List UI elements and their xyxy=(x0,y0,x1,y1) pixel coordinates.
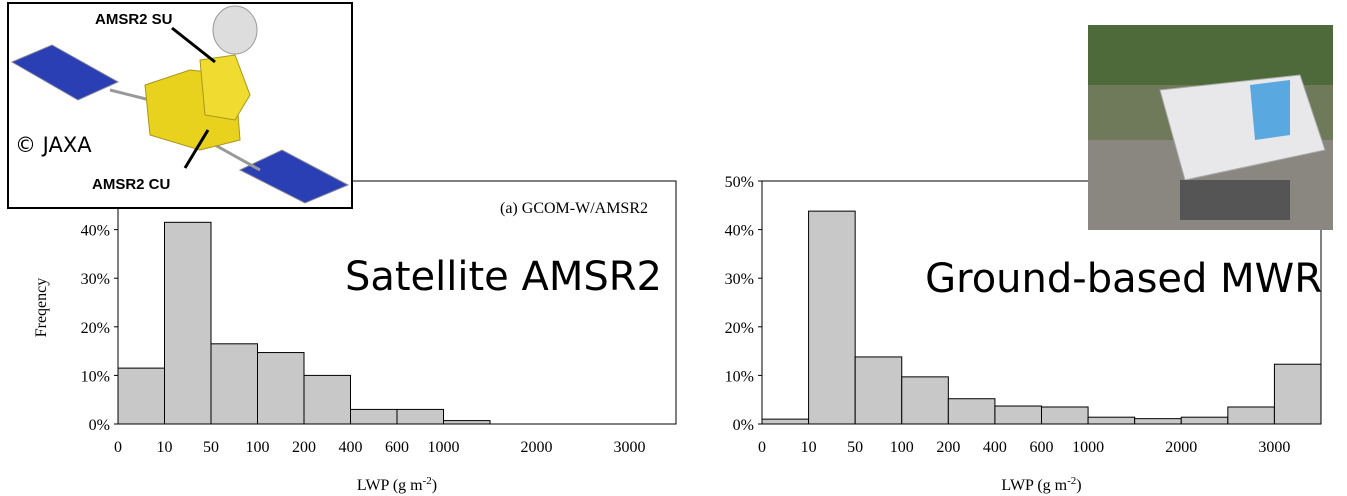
bar xyxy=(210,343,258,425)
y-axis-label: Freqency xyxy=(33,278,50,338)
satellite-label: AMSR2 SU xyxy=(95,11,173,28)
x-tick-label: 10 xyxy=(157,439,173,456)
x-axis-label: LWP (g m-2) xyxy=(357,475,437,494)
x-tick-label: 3000 xyxy=(614,439,646,456)
x-tick-label: 200 xyxy=(292,439,316,456)
plot-frame xyxy=(117,180,677,425)
x-tick-label: 100 xyxy=(246,439,270,456)
satellite-image: AMSR2 SU © JAXA AMSR2 CU xyxy=(7,2,353,209)
x-tick-label: 2000 xyxy=(521,439,553,456)
x-tick-label: 400 xyxy=(983,439,1007,456)
y-tick-label: 10% xyxy=(725,368,754,385)
bar xyxy=(808,210,856,425)
y-tick-label: 20% xyxy=(725,320,754,337)
x-tick-label: 200 xyxy=(936,439,960,456)
x-axis-label: LWP (g m-2) xyxy=(1001,475,1081,494)
x-tick-label: 10 xyxy=(801,439,817,456)
x-tick-label: 3000 xyxy=(1258,439,1290,456)
y-tick-label: 10% xyxy=(81,368,110,385)
annotation: (a) GCOM-W/AMSR2 xyxy=(500,200,648,217)
x-tick-label: 100 xyxy=(890,439,914,456)
x-axis-label-sup: -2 xyxy=(1067,475,1076,487)
bar xyxy=(117,367,165,425)
y-tick-label: 40% xyxy=(81,223,110,240)
x-axis-label-end: ) xyxy=(1076,477,1081,494)
mwr-photo xyxy=(1088,25,1333,230)
y-tick-label: 20% xyxy=(81,320,110,337)
x-tick-label: 600 xyxy=(385,439,409,456)
y-tick-label: 0% xyxy=(89,417,110,434)
x-axis-label-text: LWP (g m xyxy=(1001,477,1067,494)
plot-frame xyxy=(761,180,1322,425)
x-tick-label: 0 xyxy=(114,439,122,456)
chart-label: Ground-based MWR xyxy=(925,256,1322,302)
y-tick-label: 30% xyxy=(81,271,110,288)
y-tick-label: 0% xyxy=(733,417,754,434)
x-axis-label-end: ) xyxy=(432,477,437,494)
x-tick-label: 50 xyxy=(847,439,863,456)
y-tick-label: 50% xyxy=(725,174,754,191)
bar xyxy=(901,376,949,425)
x-tick-label: 400 xyxy=(339,439,363,456)
y-tick-label: 40% xyxy=(725,223,754,240)
copyright: © JAXA xyxy=(15,133,92,157)
x-tick-label: 2000 xyxy=(1165,439,1197,456)
satellite-label: AMSR2 CU xyxy=(92,176,170,193)
chart-label: Satellite AMSR2 xyxy=(345,254,662,300)
x-tick-label: 1000 xyxy=(1072,439,1104,456)
bar xyxy=(164,221,212,425)
x-tick-label: 600 xyxy=(1030,439,1054,456)
x-tick-label: 1000 xyxy=(428,439,460,456)
x-axis-label-text: LWP (g m xyxy=(357,477,423,494)
y-tick-label: 30% xyxy=(725,271,754,288)
x-axis-label-sup: -2 xyxy=(423,475,432,487)
x-tick-label: 50 xyxy=(203,439,219,456)
x-tick-label: 0 xyxy=(758,439,766,456)
